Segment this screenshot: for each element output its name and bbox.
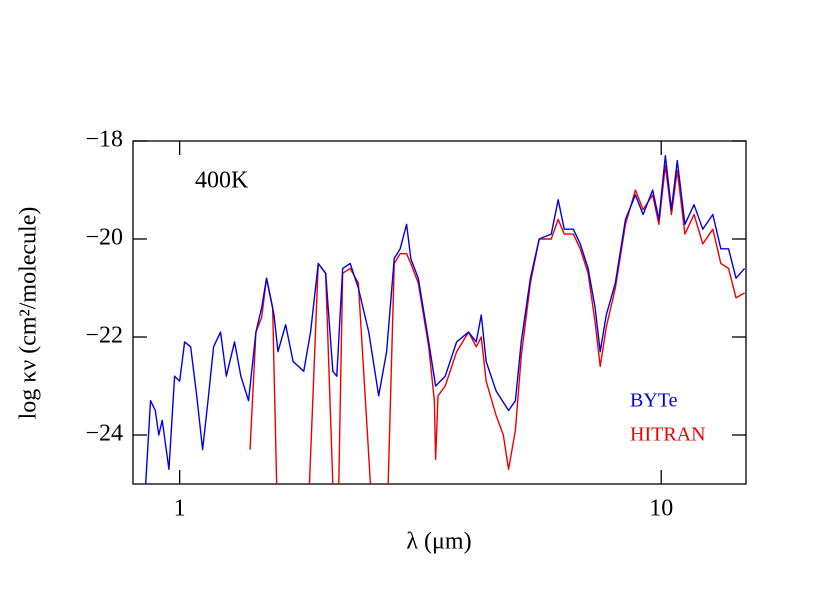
y-axis-label: log κν (cm²/molecule) [16,207,42,420]
plot-lines [144,155,746,484]
x-axis-label: λ (μm) [406,529,471,555]
annotation: 400K [195,168,249,194]
y-tick-label: −24 [85,421,123,447]
plot-frame [132,140,747,485]
y-tick-label: −22 [85,323,123,349]
y-tick-label: −18 [85,127,123,153]
x-tick-label: 10 [649,496,673,522]
y-tick-label: −20 [85,225,123,251]
legend-entry: HITRAN [630,424,706,446]
series-line [144,155,746,484]
x-tick-label: 1 [174,496,186,522]
legend-entry: BYTe [630,390,678,412]
